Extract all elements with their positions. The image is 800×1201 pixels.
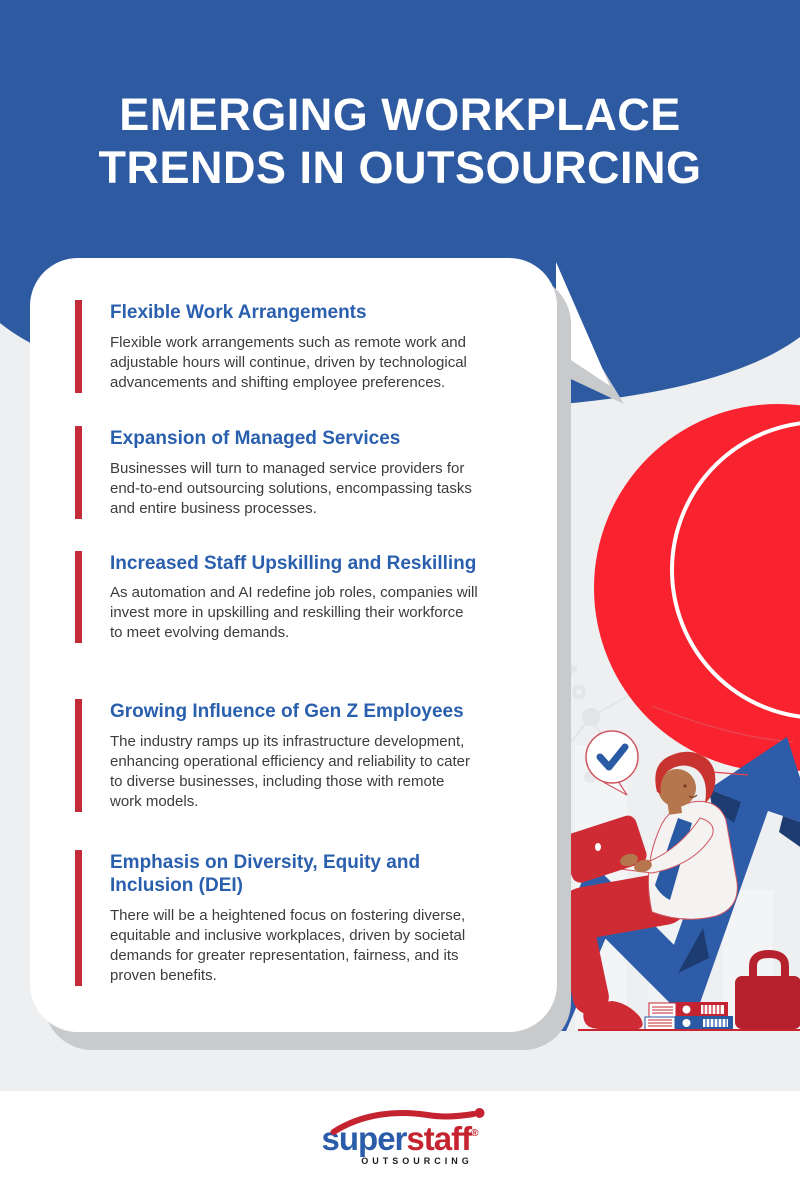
accent-bar bbox=[75, 425, 82, 519]
section-body: Businesses will turn to managed service … bbox=[110, 459, 472, 517]
check-icon bbox=[596, 743, 629, 771]
section-body: As automation and AI redefine job roles,… bbox=[110, 584, 478, 642]
books-stack-icon bbox=[644, 1002, 733, 1031]
accent-bar bbox=[75, 300, 82, 393]
page-title: EMERGING WORKPLACE TRENDS IN OUTSOURCING bbox=[98, 89, 702, 194]
accent-bar bbox=[75, 699, 82, 813]
content-card: Flexible Work Arrangements Flexible work… bbox=[30, 258, 557, 1032]
trend-section-dei: Emphasis on Diversity, Equity and Inclus… bbox=[75, 850, 539, 986]
section-heading: Increased Staff Upskilling and Reskillin… bbox=[110, 552, 477, 574]
accent-bar bbox=[75, 850, 82, 986]
person-with-laptop-icon bbox=[558, 751, 738, 1029]
logo-tagline: OUTSOURCING bbox=[361, 1156, 473, 1166]
circle-outline bbox=[670, 420, 800, 720]
speech-bubble-icon bbox=[585, 730, 639, 796]
logo-text-staff: staff bbox=[406, 1120, 472, 1157]
logo-text-super: super bbox=[321, 1120, 408, 1157]
speech-tail bbox=[556, 262, 624, 404]
registered-trademark: ® bbox=[471, 1128, 479, 1139]
section-body: There will be a heightened focus on fost… bbox=[110, 906, 466, 984]
section-heading: Expansion of Managed Services bbox=[110, 427, 401, 449]
trend-section-flexible-work: Flexible Work Arrangements Flexible work… bbox=[75, 300, 539, 393]
briefcase-icon bbox=[735, 949, 800, 1029]
red-circle bbox=[594, 404, 800, 772]
trend-section-upskilling: Increased Staff Upskilling and Reskillin… bbox=[75, 550, 539, 644]
trend-section-managed-services: Expansion of Managed Services Businesses… bbox=[75, 425, 539, 519]
section-heading: Flexible Work Arrangements bbox=[110, 302, 367, 323]
section-heading: Growing Influence of Gen Z Employees bbox=[110, 701, 464, 723]
section-heading: Emphasis on Diversity, Equity and Inclus… bbox=[110, 852, 421, 896]
section-body: Flexible work arrangements such as remot… bbox=[110, 333, 467, 391]
trend-section-gen-z: Growing Influence of Gen Z Employees The… bbox=[75, 699, 539, 813]
accent-bar bbox=[75, 550, 82, 644]
section-body: The industry ramps up its infrastructure… bbox=[110, 733, 470, 811]
superstaff-logo: superstaff® OUTSOURCING bbox=[321, 1108, 485, 1166]
logo-wordmark: superstaff® bbox=[321, 1108, 485, 1157]
red-line-accent bbox=[651, 705, 794, 743]
